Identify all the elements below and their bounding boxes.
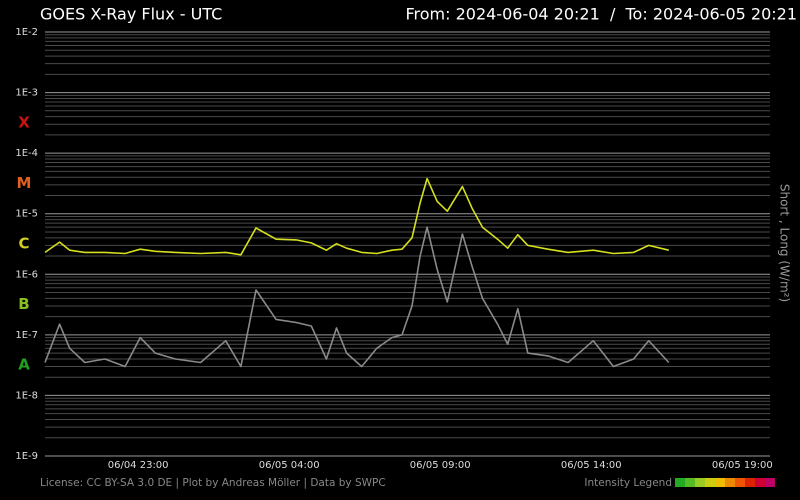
flare-class: B [18, 295, 29, 313]
intensity-legend-swatch [685, 478, 695, 487]
y-tick-label: 1E-8 [15, 390, 38, 401]
y-tick-label: 1E-5 [15, 209, 38, 220]
series-line [44, 226, 670, 368]
time-range: From: 2024-06-04 20:21 / To: 2024-06-05 … [405, 5, 797, 24]
x-tick-label: 06/05 19:00 [712, 460, 773, 471]
x-tick-label: 06/05 04:00 [259, 460, 320, 471]
intensity-legend-swatch [715, 478, 725, 487]
x-tick-label: 06/04 23:00 [108, 460, 169, 471]
footer: License: CC BY-SA 3.0 DE | Plot by Andre… [40, 477, 386, 489]
intensity-legend-swatch [755, 478, 765, 487]
y-tick-label: 1E-7 [15, 330, 38, 341]
intensity-legend-swatch [765, 478, 775, 487]
x-tick-label: 06/05 09:00 [410, 460, 471, 471]
intensity-legend-label: Intensity Legend [584, 477, 672, 489]
flare-class: C [18, 235, 29, 253]
y-tick-label: 1E-3 [15, 88, 38, 99]
intensity-legend-swatch [675, 478, 685, 487]
y-tick-label: 1E-4 [15, 148, 38, 159]
intensity-legend-swatch [735, 478, 745, 487]
y-tick-label: 1E-9 [15, 451, 38, 462]
flare-class: A [18, 356, 30, 374]
y-tick-label: 1E-6 [15, 269, 38, 280]
y-axis-label: Short , Long (W/m²) [778, 184, 792, 302]
x-tick-label: 06/05 14:00 [561, 460, 622, 471]
intensity-legend-swatch [705, 478, 715, 487]
intensity-legend-swatch [725, 478, 735, 487]
chart-title: GOES X-Ray Flux - UTC [40, 5, 222, 24]
y-tick-label: 1E-2 [15, 27, 38, 38]
series-line [44, 177, 669, 256]
intensity-legend-swatch [745, 478, 755, 487]
flare-class: M [17, 174, 32, 192]
flare-class: X [18, 113, 30, 131]
intensity-legend-swatch [695, 478, 705, 487]
